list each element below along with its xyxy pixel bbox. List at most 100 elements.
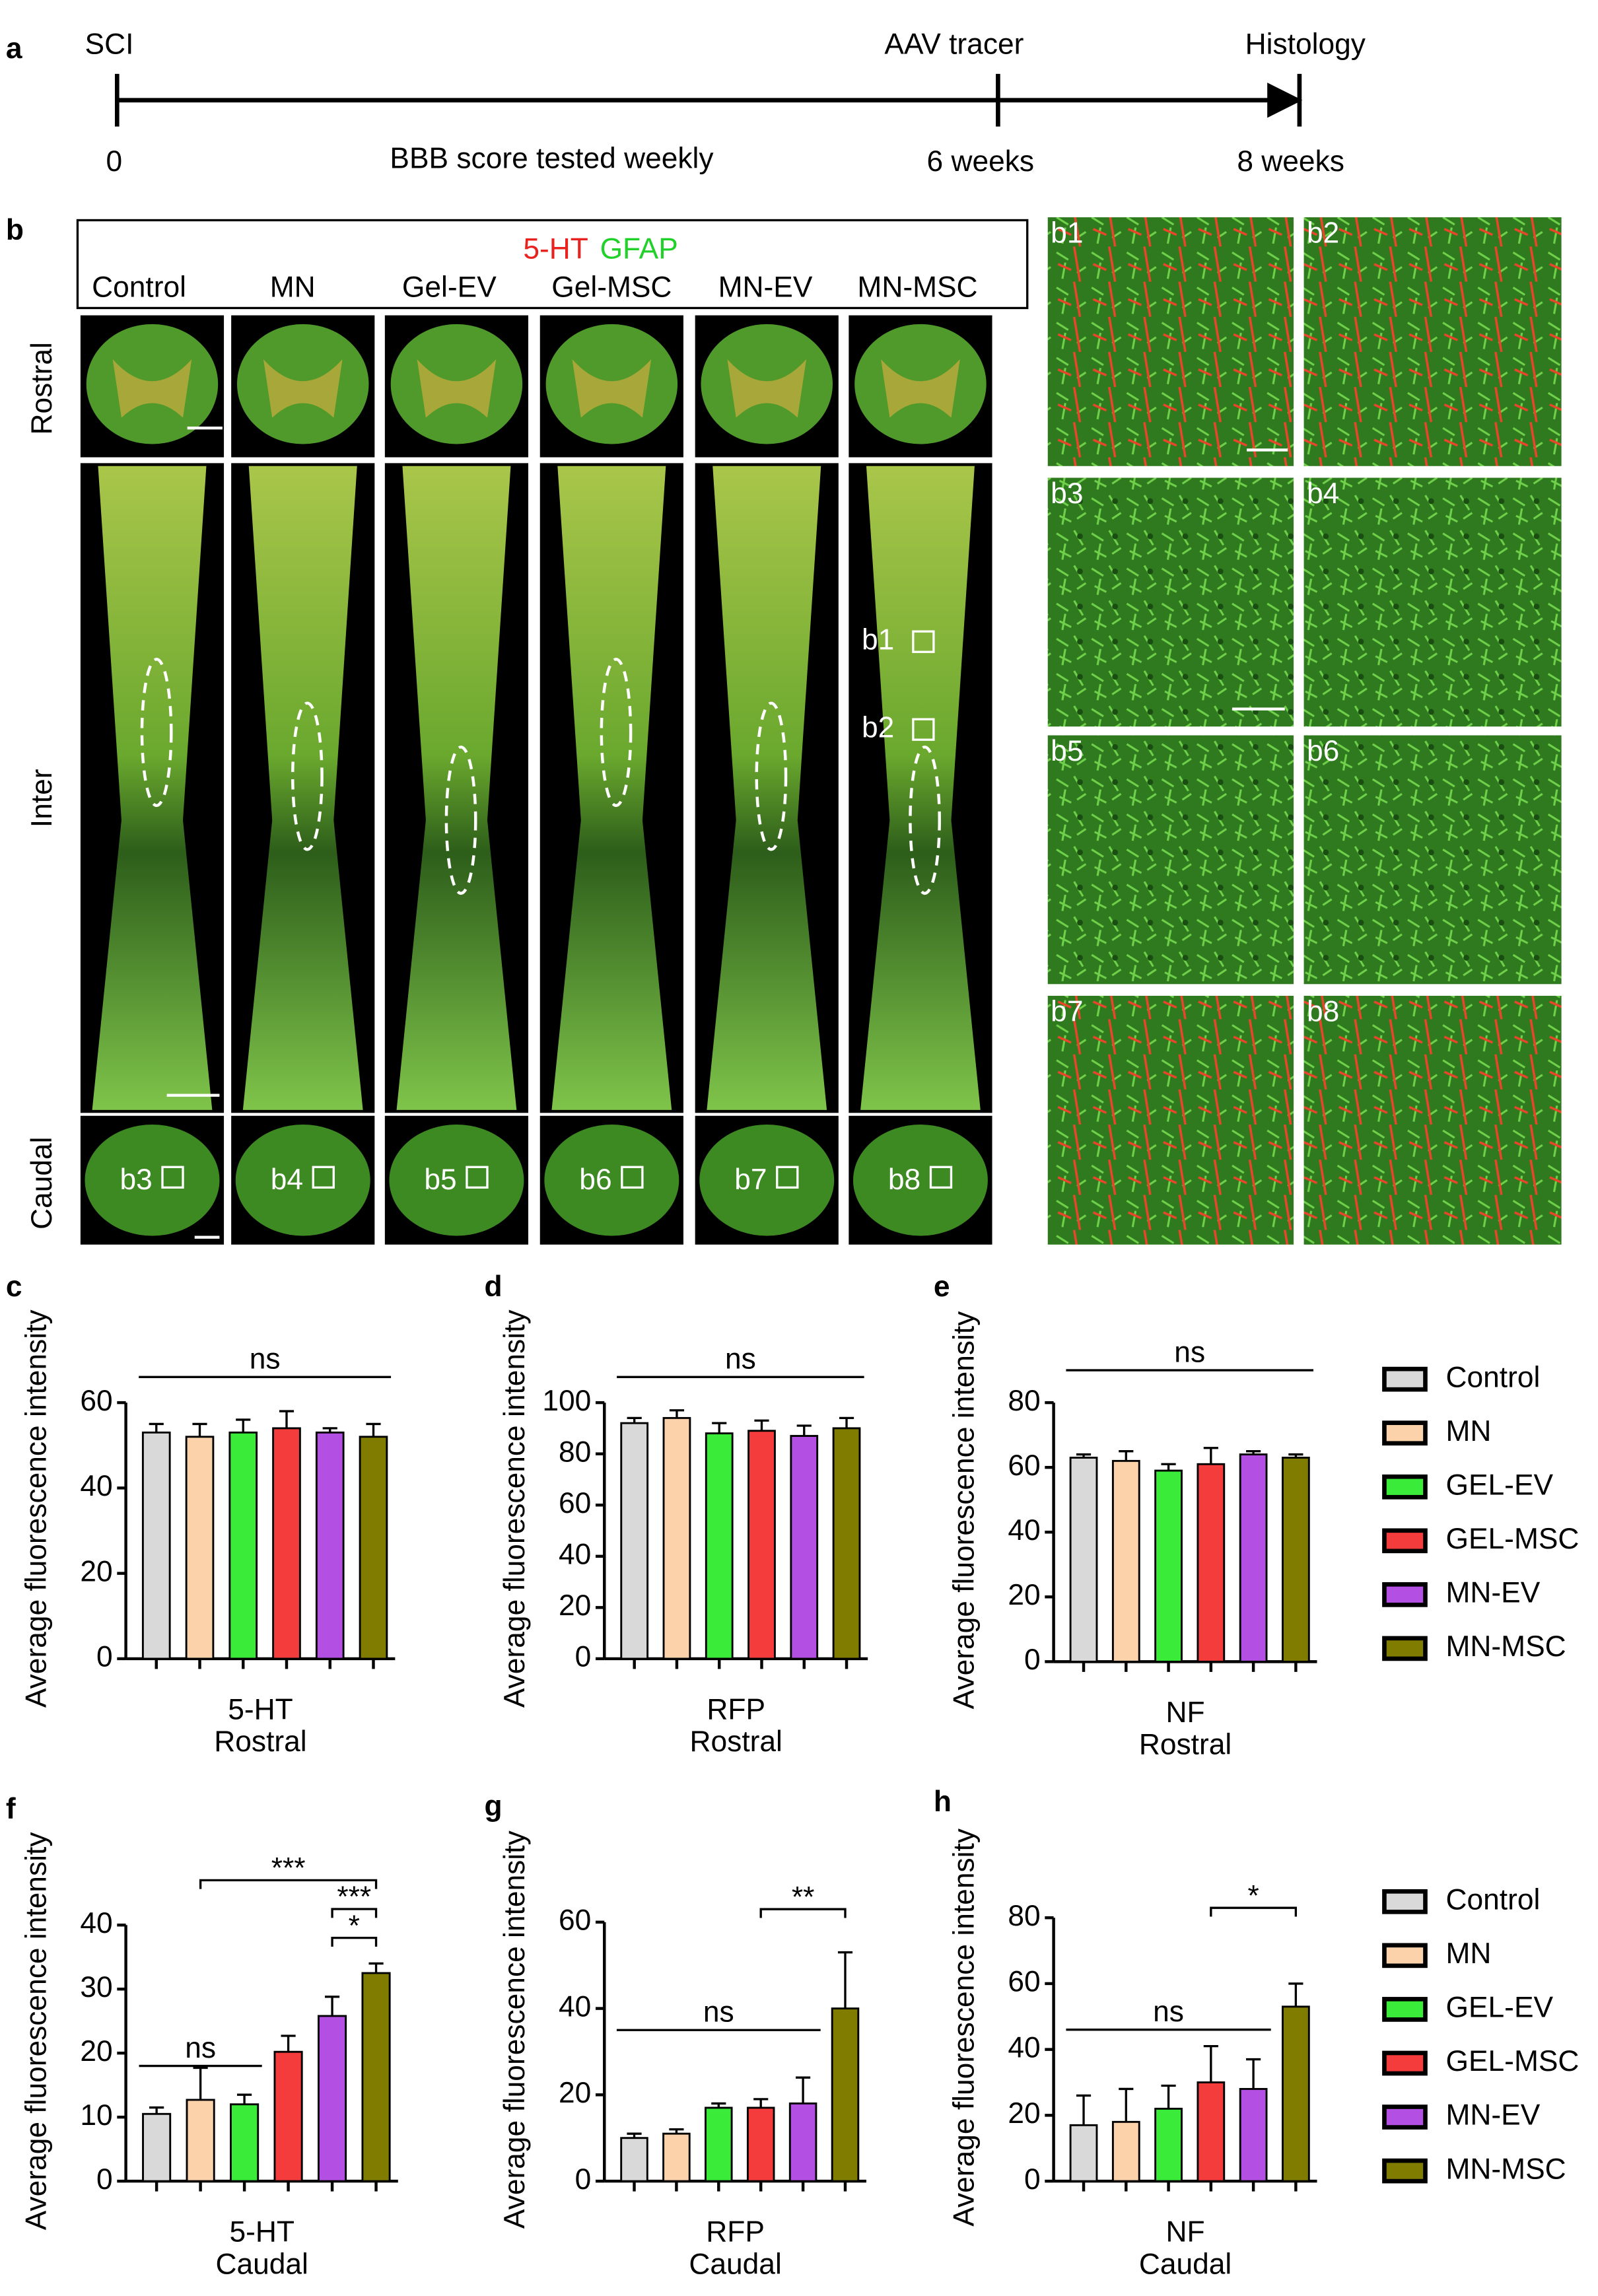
panel-label: d bbox=[485, 1270, 503, 1303]
y-axis-title: Average fluorescence intensity bbox=[20, 1309, 52, 1708]
y-tick-label: 60 bbox=[1008, 1449, 1040, 1482]
cord bbox=[242, 466, 363, 1110]
y-axis-title: Average fluorescence intensity bbox=[499, 1830, 531, 2229]
error-bar bbox=[1246, 1449, 1261, 1455]
bar bbox=[142, 2112, 172, 2182]
y-tick-label: 30 bbox=[80, 1971, 112, 2003]
legend-swatch bbox=[1382, 1474, 1428, 1500]
significance-bracket bbox=[331, 1936, 378, 1947]
y-tick-label: 40 bbox=[80, 1907, 112, 1939]
legend-label: Control bbox=[1446, 1361, 1541, 1393]
legend-swatch bbox=[1382, 1997, 1428, 2022]
error-bar bbox=[192, 1422, 207, 1437]
panel-label: e bbox=[934, 1270, 950, 1303]
bar bbox=[228, 1431, 258, 1660]
inset-image bbox=[1303, 996, 1562, 1245]
bar bbox=[620, 1422, 649, 1660]
error-bar bbox=[1246, 2058, 1261, 2089]
error-bar bbox=[669, 1409, 685, 1418]
y-tick-label: 20 bbox=[559, 2077, 591, 2109]
y-axis-title: Average fluorescence intensity bbox=[499, 1309, 531, 1708]
bar bbox=[662, 1416, 691, 1660]
legend-swatch bbox=[1382, 1528, 1428, 1554]
significance-bracket bbox=[331, 1908, 378, 1918]
significance-label: *** bbox=[337, 1881, 371, 1913]
inset-image bbox=[1047, 477, 1294, 727]
y-axis-title: Average fluorescence intensity bbox=[948, 1828, 980, 2227]
inset-image bbox=[1303, 735, 1562, 985]
y-tick-label: 80 bbox=[1008, 1900, 1040, 1932]
legend-swatch bbox=[1382, 1943, 1428, 1968]
error-bar bbox=[1076, 1453, 1092, 1458]
y-tick-label: 60 bbox=[1008, 1966, 1040, 1998]
error-bar bbox=[1203, 2044, 1218, 2083]
lesion-outline bbox=[444, 746, 477, 895]
bar bbox=[315, 1431, 345, 1660]
bar bbox=[1154, 1469, 1183, 1663]
panel-label: b bbox=[6, 214, 24, 246]
y-tick-label: 60 bbox=[559, 1487, 591, 1519]
section bbox=[699, 1125, 835, 1236]
gray-matter bbox=[727, 359, 807, 418]
bar bbox=[788, 2102, 817, 2182]
inset-image bbox=[1047, 217, 1294, 466]
cord bbox=[551, 466, 672, 1110]
row-label: Caudal bbox=[26, 1136, 58, 1229]
gray-matter bbox=[112, 359, 192, 418]
gray-matter bbox=[881, 359, 960, 418]
x-axis-title: RFP bbox=[706, 2216, 765, 2248]
significance-bracket bbox=[759, 1908, 847, 1918]
content: a SCI 0 AAV tracer 6 weeks Histology 8 weeks BB… bbox=[6, 28, 1580, 2280]
error-bar bbox=[237, 2093, 252, 2105]
bar bbox=[747, 1430, 776, 1660]
error-bar bbox=[837, 1951, 853, 2009]
inset-label: b2 bbox=[1307, 217, 1339, 249]
inset-label: b3 bbox=[120, 1164, 152, 1196]
legend-swatch bbox=[1382, 2050, 1428, 2076]
y-tick-label: 100 bbox=[542, 1385, 591, 1417]
y-tick-label: 80 bbox=[1008, 1385, 1040, 1417]
timeline-event: Histology bbox=[1245, 28, 1366, 60]
timeline-arrow bbox=[1267, 83, 1303, 118]
error-bar bbox=[1161, 1463, 1176, 1471]
bar bbox=[1197, 1463, 1226, 1663]
bar bbox=[1154, 2107, 1183, 2182]
error-bar bbox=[1288, 1982, 1303, 2007]
significance-bracket bbox=[1210, 1906, 1298, 1917]
cord bbox=[707, 466, 827, 1110]
legend-label: MN bbox=[1446, 1415, 1492, 1447]
lesion-outline bbox=[909, 746, 941, 895]
significance-label: ns bbox=[250, 1343, 281, 1375]
error-bar bbox=[627, 1416, 642, 1424]
inset-image bbox=[1303, 477, 1562, 727]
error-bar bbox=[753, 2098, 769, 2108]
inset-label: b7 bbox=[1051, 995, 1083, 1027]
stain-red: 5-HT bbox=[523, 233, 588, 265]
error-bar bbox=[754, 1419, 769, 1431]
x-axis-title: Rostral bbox=[214, 1725, 306, 1758]
x-axis-title: 5-HT bbox=[229, 2216, 294, 2248]
legend-label: Control bbox=[1446, 1884, 1541, 1916]
inset-label: b1 bbox=[1051, 217, 1083, 249]
y-tick-label: 20 bbox=[80, 1555, 112, 1587]
legend-label: GEL-MSC bbox=[1446, 1523, 1580, 1555]
error-bar bbox=[1076, 2094, 1092, 2126]
column-label: Gel-EV bbox=[402, 271, 497, 303]
y-tick-label: 0 bbox=[1024, 1644, 1041, 1676]
bar bbox=[662, 2132, 691, 2182]
inset-label: b5 bbox=[1051, 735, 1083, 767]
legend-swatch bbox=[1382, 1366, 1428, 1392]
significance-label: ns bbox=[1174, 1336, 1205, 1368]
cord bbox=[860, 466, 981, 1110]
inset-box bbox=[912, 630, 935, 653]
significance-label: * bbox=[349, 1910, 360, 1942]
inset-box bbox=[312, 1165, 335, 1189]
significance-label: *** bbox=[271, 1852, 306, 1885]
error-bar bbox=[149, 2106, 164, 2114]
bar bbox=[1111, 1459, 1140, 1663]
error-bar bbox=[796, 1424, 812, 1436]
significance-label: ns bbox=[725, 1343, 756, 1375]
error-bar bbox=[669, 2128, 684, 2134]
panel-label: h bbox=[934, 1786, 952, 1818]
error-bar bbox=[193, 2066, 208, 2100]
